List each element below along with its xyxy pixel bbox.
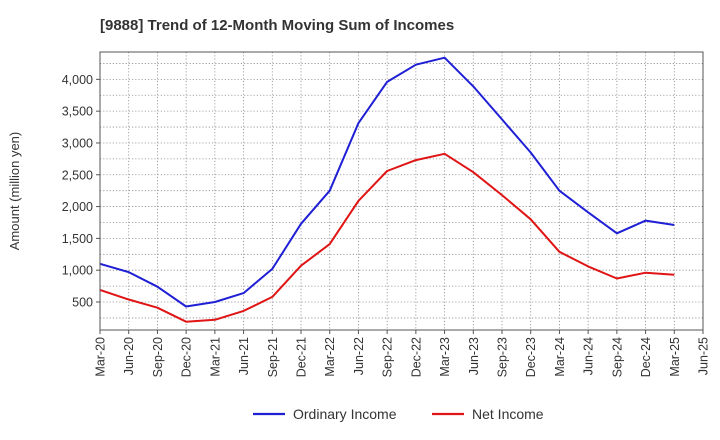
legend: Ordinary Income Net Income [253,406,544,422]
plot-frame [99,51,704,331]
y-tick-label: 1,000 [62,264,93,278]
y-tick-label: 3,500 [62,105,93,119]
x-tick-label: Mar-22 [323,337,337,377]
x-tick-label: Jun-20 [122,337,136,375]
x-axis-ticks: Mar-20 Jun-20 Sep-20 Dec-20 Mar-21 Jun-21 Sep-… [94,330,711,377]
x-tick-label: Jun-24 [582,337,596,375]
x-tick-label: Sep-22 [381,337,395,377]
y-tick-label: 2,500 [62,168,93,182]
x-tick-label: Jun-25 [697,337,711,375]
y-tick-label: 4,000 [62,73,93,87]
x-tick-label: Dec-23 [524,337,538,377]
x-tick-label: Dec-20 [180,337,194,377]
legend-label-ordinary-income: Ordinary Income [293,406,397,422]
x-tick-label: Sep-20 [151,337,165,377]
x-tick-label: Sep-21 [266,337,280,377]
y-axis-ticks: 500 1,000 1,500 2,000 2,500 3,000 3,500 4,000 [62,73,100,310]
x-tick-label: Mar-24 [553,337,567,377]
chart-title: [9888] Trend of 12-Month Moving Sum of I… [100,17,454,34]
y-tick-label: 1,500 [62,232,93,246]
series-lines [99,56,675,323]
x-tick-label: Dec-22 [409,337,423,377]
x-tick-label: Sep-24 [610,337,624,377]
series-line-net-income [99,152,675,323]
y-tick-label: 2,000 [62,200,93,214]
x-tick-label: Mar-21 [208,337,222,377]
series-line-ordinary-income [99,56,675,308]
x-tick-label: Jun-21 [237,337,251,375]
x-tick-label: Dec-21 [295,337,309,377]
y-axis-label: Amount (million yen) [7,132,22,251]
x-tick-label: Mar-20 [94,337,108,377]
horizontal-gridlines [100,63,703,319]
x-tick-label: Mar-25 [668,337,682,377]
x-tick-label: Jun-23 [467,337,481,375]
legend-label-net-income: Net Income [472,406,544,422]
y-tick-label: 3,000 [62,136,93,150]
x-tick-label: Dec-24 [639,337,653,377]
y-tick-label: 500 [72,296,93,310]
plot-border [99,51,704,331]
x-tick-label: Sep-23 [496,337,510,377]
x-tick-label: Jun-22 [352,337,366,375]
x-tick-label: Mar-23 [438,337,452,377]
